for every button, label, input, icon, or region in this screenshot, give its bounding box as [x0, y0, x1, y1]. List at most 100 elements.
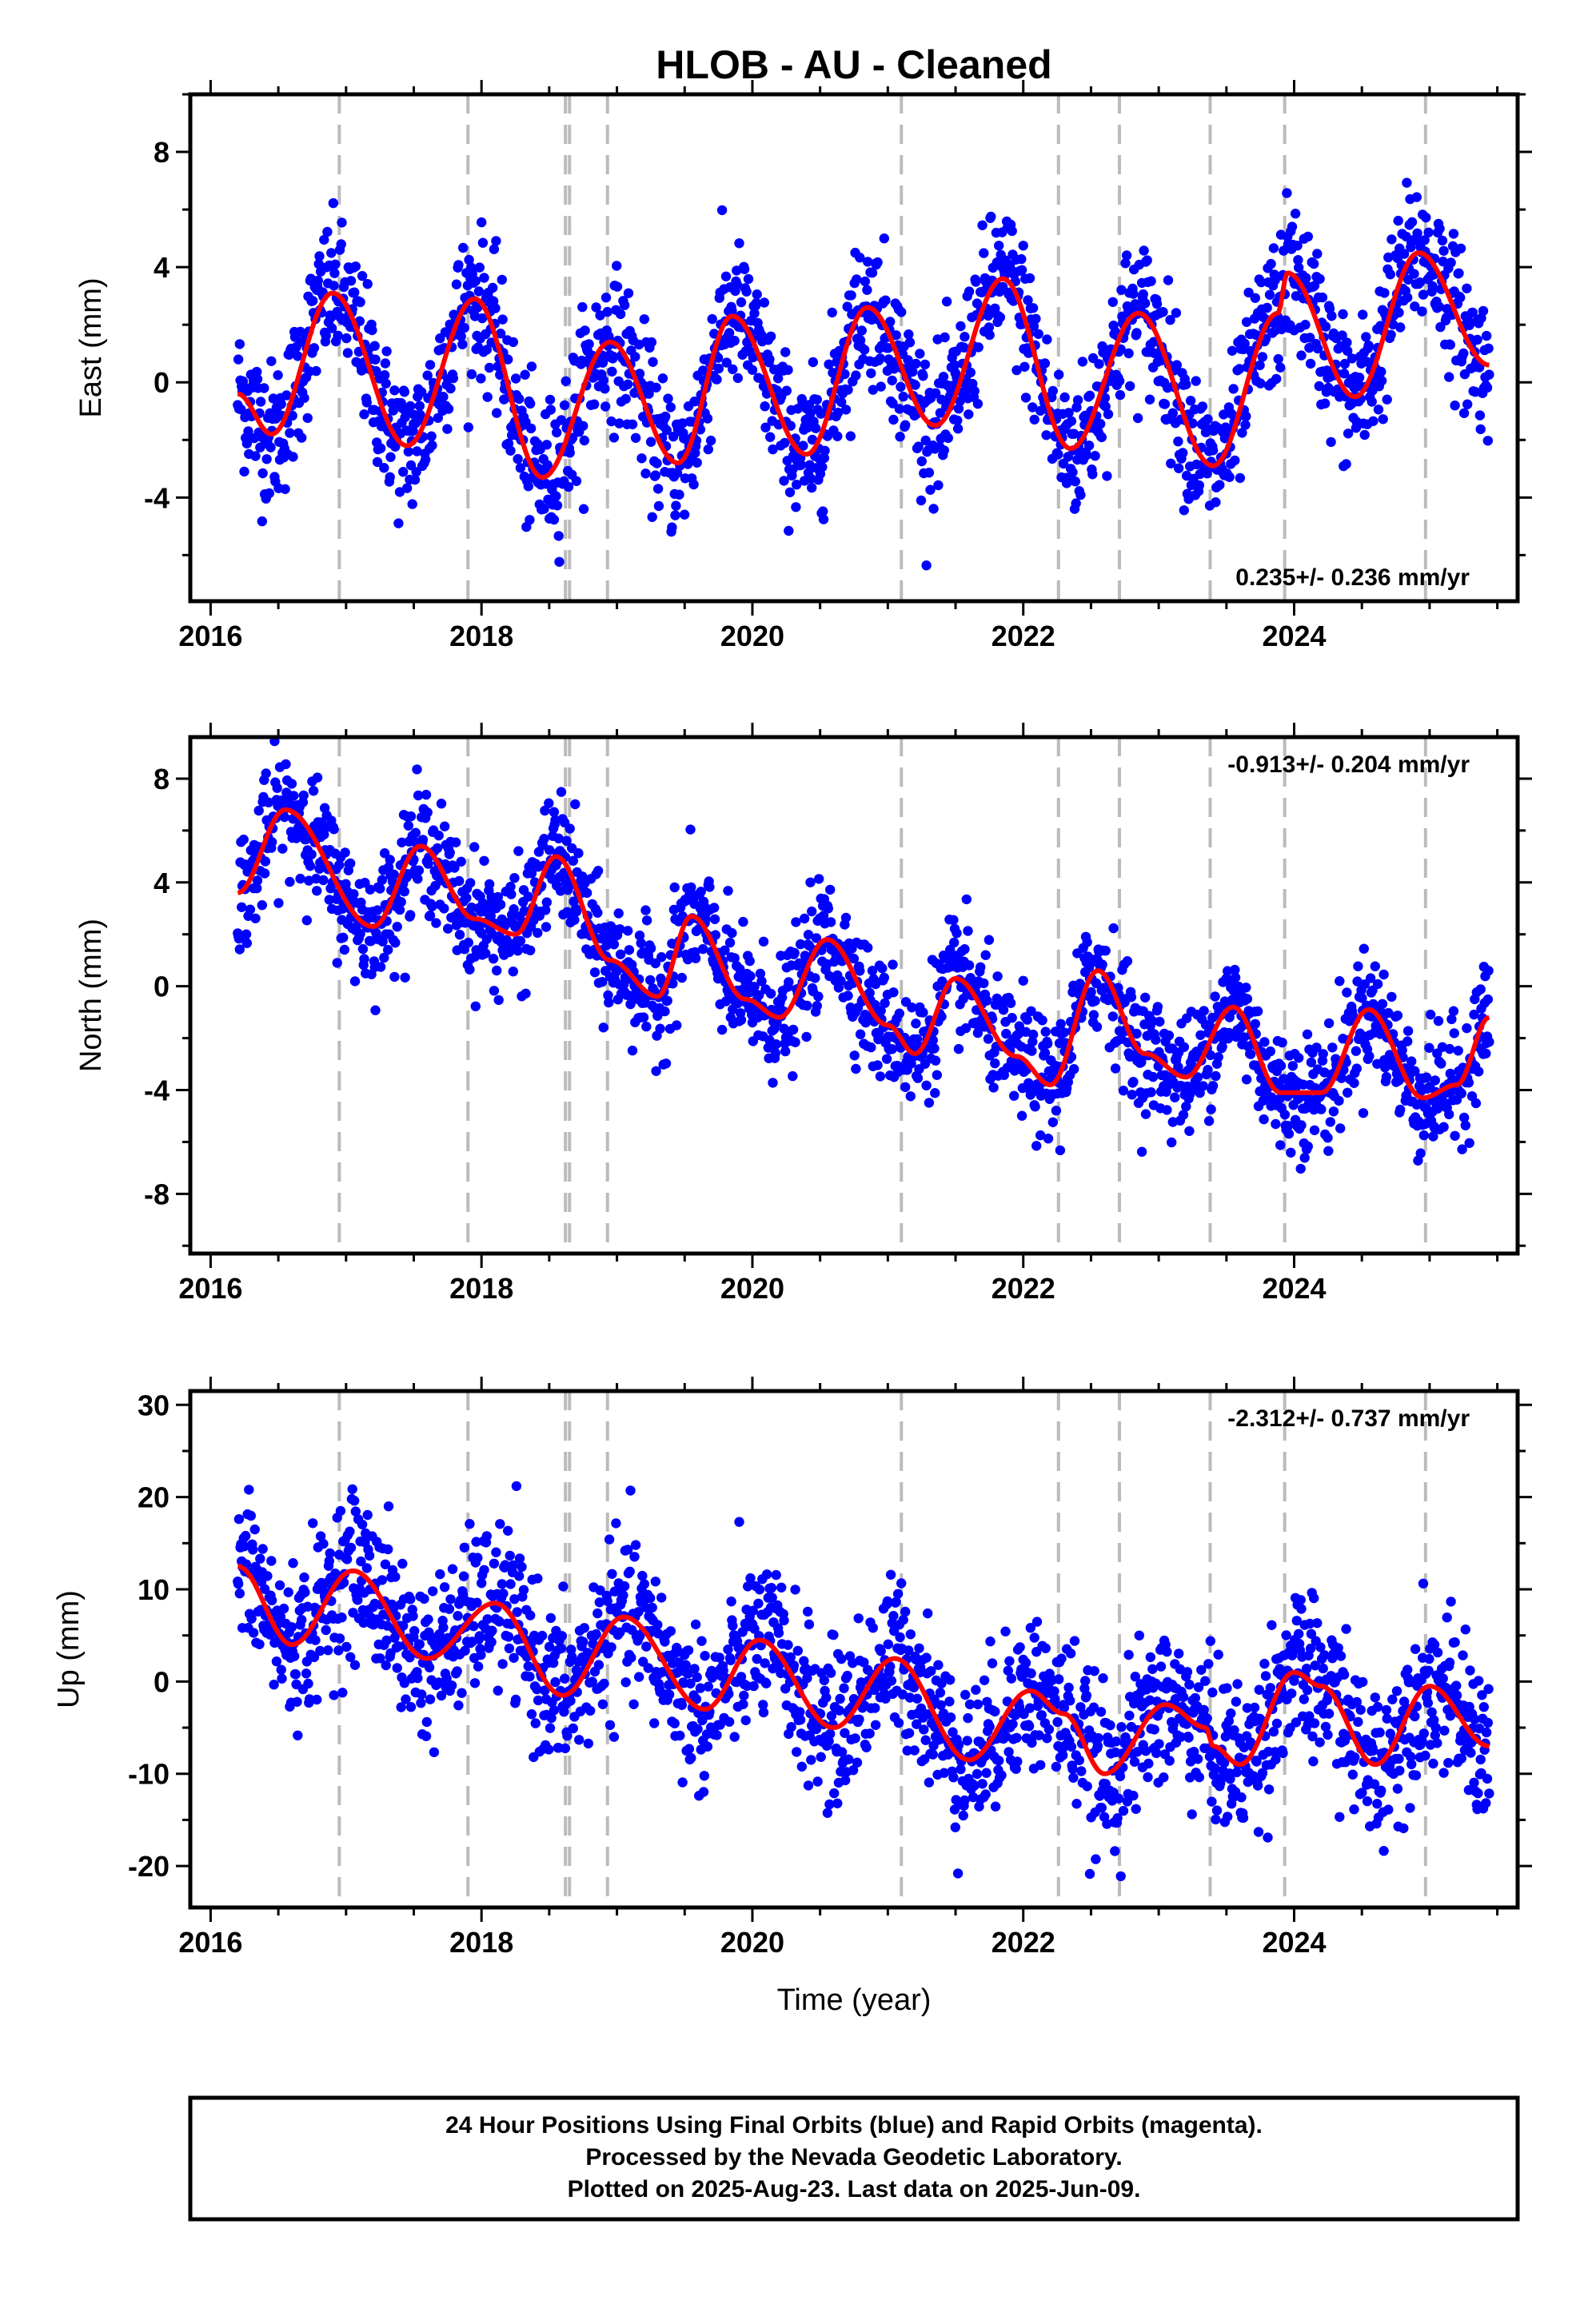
data-point — [1456, 244, 1466, 253]
data-point — [572, 476, 581, 486]
data-point — [400, 387, 409, 397]
data-point — [860, 345, 869, 354]
data-point — [852, 1758, 862, 1768]
y-tick-label: -4 — [144, 481, 170, 514]
data-point — [1475, 410, 1485, 420]
data-point — [696, 887, 706, 896]
data-point — [1203, 414, 1212, 424]
data-point — [646, 943, 656, 953]
data-point — [1436, 1058, 1446, 1068]
data-point — [741, 1716, 751, 1725]
data-point — [636, 939, 646, 948]
data-point — [728, 365, 737, 374]
data-point — [880, 233, 889, 243]
data-point — [717, 205, 727, 215]
data-point — [1300, 1153, 1310, 1162]
data-point — [419, 1594, 429, 1604]
data-point — [1230, 456, 1239, 465]
data-point — [620, 301, 629, 310]
data-point — [1168, 409, 1178, 418]
data-point — [1462, 284, 1471, 293]
data-point — [1327, 1042, 1337, 1052]
data-point — [254, 806, 264, 815]
data-point — [297, 1615, 306, 1624]
data-point — [1465, 321, 1474, 330]
data-point — [531, 1718, 541, 1728]
data-point — [850, 1050, 860, 1060]
data-point — [1461, 1121, 1470, 1130]
data-point — [636, 453, 646, 463]
data-point — [964, 286, 974, 296]
data-point — [812, 1776, 822, 1786]
data-point — [1457, 1089, 1466, 1098]
data-point — [766, 332, 776, 341]
data-point — [246, 1511, 256, 1521]
data-point — [821, 1692, 831, 1702]
data-point — [1158, 307, 1167, 317]
data-point — [703, 413, 712, 423]
data-point — [321, 1625, 331, 1635]
data-point — [646, 437, 656, 447]
data-point — [1312, 249, 1322, 258]
data-point — [527, 1709, 537, 1719]
data-point — [1041, 430, 1051, 440]
data-point — [1316, 1104, 1326, 1114]
data-point — [1319, 1049, 1328, 1058]
data-point — [1368, 417, 1378, 426]
data-point — [1040, 358, 1050, 368]
data-point — [329, 198, 338, 208]
data-point — [748, 1681, 758, 1691]
data-point — [918, 371, 928, 381]
north-points — [233, 736, 1494, 1174]
data-point — [1231, 973, 1240, 983]
data-point — [359, 954, 369, 963]
data-point — [807, 907, 816, 916]
data-point — [1164, 1030, 1174, 1040]
data-point — [704, 444, 713, 454]
data-point — [1284, 1129, 1294, 1138]
data-point — [1173, 436, 1183, 446]
data-point — [1275, 1140, 1285, 1150]
data-point — [666, 402, 676, 412]
data-point — [641, 1022, 651, 1031]
data-point — [1174, 464, 1183, 473]
data-point — [1359, 944, 1369, 954]
data-point — [806, 1755, 816, 1764]
data-point — [1446, 257, 1455, 267]
data-point — [1208, 445, 1218, 455]
data-point — [281, 759, 290, 769]
data-point — [964, 960, 974, 970]
data-point — [1095, 419, 1105, 429]
data-point — [554, 557, 564, 567]
data-point — [812, 395, 822, 405]
data-point — [1094, 359, 1103, 369]
data-point — [1310, 1126, 1319, 1135]
data-point — [585, 1706, 595, 1716]
data-point — [905, 337, 915, 347]
data-point — [606, 1642, 616, 1652]
data-point — [1329, 1106, 1339, 1116]
data-point — [786, 1722, 796, 1732]
x-tick-label: 2022 — [991, 620, 1055, 652]
data-point — [664, 1689, 674, 1699]
data-point — [337, 217, 346, 227]
y-tick-label: -4 — [144, 1074, 170, 1106]
data-point — [888, 1044, 897, 1054]
data-point — [976, 963, 985, 972]
data-point — [557, 787, 566, 796]
data-point — [445, 1604, 454, 1614]
data-point — [920, 360, 930, 369]
data-point — [393, 518, 403, 528]
data-point — [625, 1485, 635, 1495]
data-point — [452, 280, 461, 289]
data-point — [725, 938, 735, 947]
data-point — [412, 764, 421, 774]
data-point — [813, 991, 823, 1001]
data-point — [1073, 395, 1083, 405]
data-point — [288, 1558, 297, 1568]
data-point — [309, 786, 318, 795]
data-point — [1406, 1056, 1416, 1066]
data-point — [1225, 472, 1235, 482]
data-point — [686, 1753, 696, 1763]
